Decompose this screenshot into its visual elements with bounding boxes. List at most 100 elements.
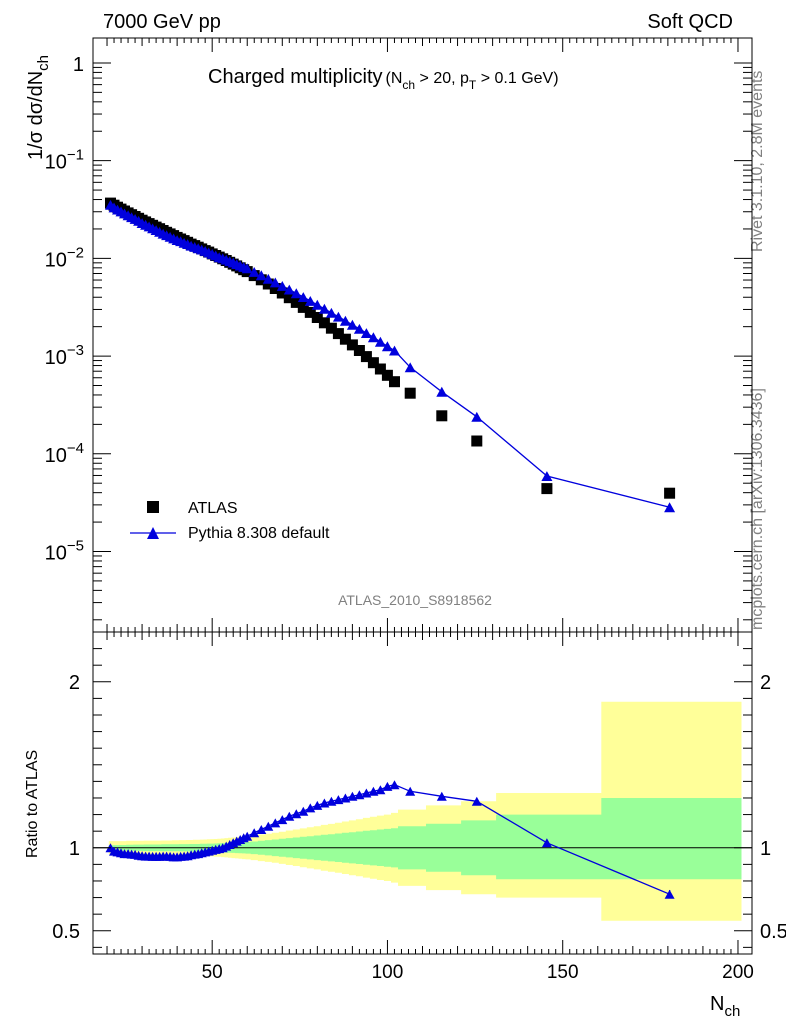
x-tick-label: 50: [202, 962, 223, 983]
analysis-label: ATLAS_2010_S8918562: [338, 592, 492, 608]
x-tick-label: 200: [722, 962, 754, 983]
atlas-point: [297, 301, 309, 313]
mc-point: [262, 273, 274, 284]
atlas-point: [346, 339, 358, 351]
mc-point: [276, 281, 288, 291]
chart-marks: [105, 197, 676, 899]
atlas-point: [318, 317, 330, 329]
mc-point: [241, 263, 253, 274]
ratio-point: [284, 811, 295, 821]
bottom-y-axis-label: Ratio to ATLAS: [24, 750, 41, 858]
mc-point: [332, 311, 344, 322]
bottom-y-tick-label-right: 2: [760, 672, 771, 694]
atlas-point: [471, 435, 483, 447]
title-main: Charged multiplicity: [208, 66, 383, 88]
mc-point: [248, 267, 260, 277]
mc-point: [541, 471, 553, 481]
ratio-point: [277, 815, 288, 825]
ratio-point: [270, 818, 281, 828]
legend-pythia-marker: [147, 527, 159, 539]
ratio-band-inner: [108, 798, 742, 880]
ratio-point: [368, 786, 379, 796]
x-tick-label: 150: [547, 962, 579, 983]
mc-point: [404, 362, 416, 373]
mc-point: [255, 270, 267, 281]
mc-point: [389, 345, 400, 356]
mc-point: [381, 341, 393, 352]
mc-point: [325, 307, 337, 318]
bottom-y-tick-label-left: 0.5: [52, 921, 80, 943]
bottom-y-tick-label-left: 1: [69, 838, 80, 860]
top-y-tick-label: 1: [73, 54, 84, 76]
ratio-point: [291, 809, 302, 819]
mc-point: [311, 299, 323, 310]
legend: ATLAS Pythia 8.308 default: [130, 500, 330, 542]
atlas-point: [262, 278, 274, 290]
x-axis-label: Nch: [710, 993, 740, 1020]
ratio-point: [389, 780, 400, 790]
atlas-point: [353, 345, 365, 356]
x-tick-label: 100: [372, 962, 404, 983]
atlas-point: [290, 296, 302, 308]
mc-point: [346, 319, 358, 330]
mc-point: [374, 336, 386, 347]
atlas-point: [374, 363, 386, 375]
atlas-point: [664, 487, 676, 499]
mc-point: [436, 386, 448, 397]
atlas-point: [304, 306, 316, 318]
ratio-point: [354, 790, 365, 800]
atlas-point: [339, 333, 351, 345]
ratio-point: [471, 796, 482, 806]
ratio-point: [541, 838, 552, 848]
atlas-point: [381, 369, 393, 381]
ratio-bands: [93, 701, 752, 921]
top-panel-frame: [92, 37, 753, 633]
atlas-point: [311, 312, 323, 323]
mc-point: [304, 296, 316, 306]
mc-point: [353, 323, 365, 334]
bottom-y-tick-label-right: 0.5: [760, 921, 786, 943]
ratio-point: [340, 793, 351, 803]
ratio-point: [242, 831, 253, 841]
bottom-y-tick-label-right: 1: [760, 838, 771, 860]
atlas-point: [541, 483, 553, 495]
axes: 50 100 150 200 1 10−1 10−2 10−3 10−4 10−5 2 2 1 1 0.5 0…: [45, 37, 786, 983]
top-y-tick-label: 10−5: [45, 537, 84, 564]
legend-pythia-label: Pythia 8.308 default: [188, 525, 330, 542]
ratio-point: [347, 791, 358, 801]
ratio-point: [664, 889, 675, 899]
ratio-point: [405, 786, 416, 796]
mc-point: [269, 277, 281, 288]
mcplots-label: mcplots.cern.ch [arXiv:1306.3436]: [749, 388, 766, 630]
ratio-point: [436, 791, 447, 801]
bottom-y-tick-label-left: 2: [69, 672, 80, 694]
atlas-point: [325, 322, 337, 334]
ratio-point: [312, 800, 323, 810]
atlas-point: [404, 387, 416, 399]
atlas-point: [367, 357, 379, 369]
legend-atlas-marker: [147, 501, 159, 513]
ratio-point: [375, 785, 386, 795]
ratio-point: [326, 796, 337, 806]
rivet-label: Rivet 3.1.10, 2.8M events: [749, 71, 766, 252]
title-condition: (Nch > 20, pT > 0.1 GeV): [386, 70, 559, 92]
mc-point: [283, 284, 295, 295]
ratio-point: [298, 806, 309, 816]
header-left-label: 7000 GeV pp: [103, 11, 221, 33]
ratio-point: [263, 821, 274, 831]
header-right-label: Soft QCD: [647, 11, 733, 33]
top-y-tick-label: 10−4: [45, 440, 84, 467]
atlas-point: [276, 287, 288, 299]
chart-title: Charged multiplicity (Nch > 20, pT > 0.1 …: [208, 66, 559, 92]
mc-point: [297, 292, 309, 302]
atlas-point: [389, 376, 400, 388]
atlas-point: [269, 283, 281, 294]
legend-atlas-label: ATLAS: [188, 500, 238, 517]
top-y-axis-label: 1/σ dσ/dNch: [25, 55, 52, 160]
mc-point: [290, 288, 302, 299]
ratio-point: [333, 795, 344, 805]
mc-point: [367, 332, 379, 343]
atlas-point: [283, 292, 295, 304]
mc-point: [664, 502, 676, 513]
